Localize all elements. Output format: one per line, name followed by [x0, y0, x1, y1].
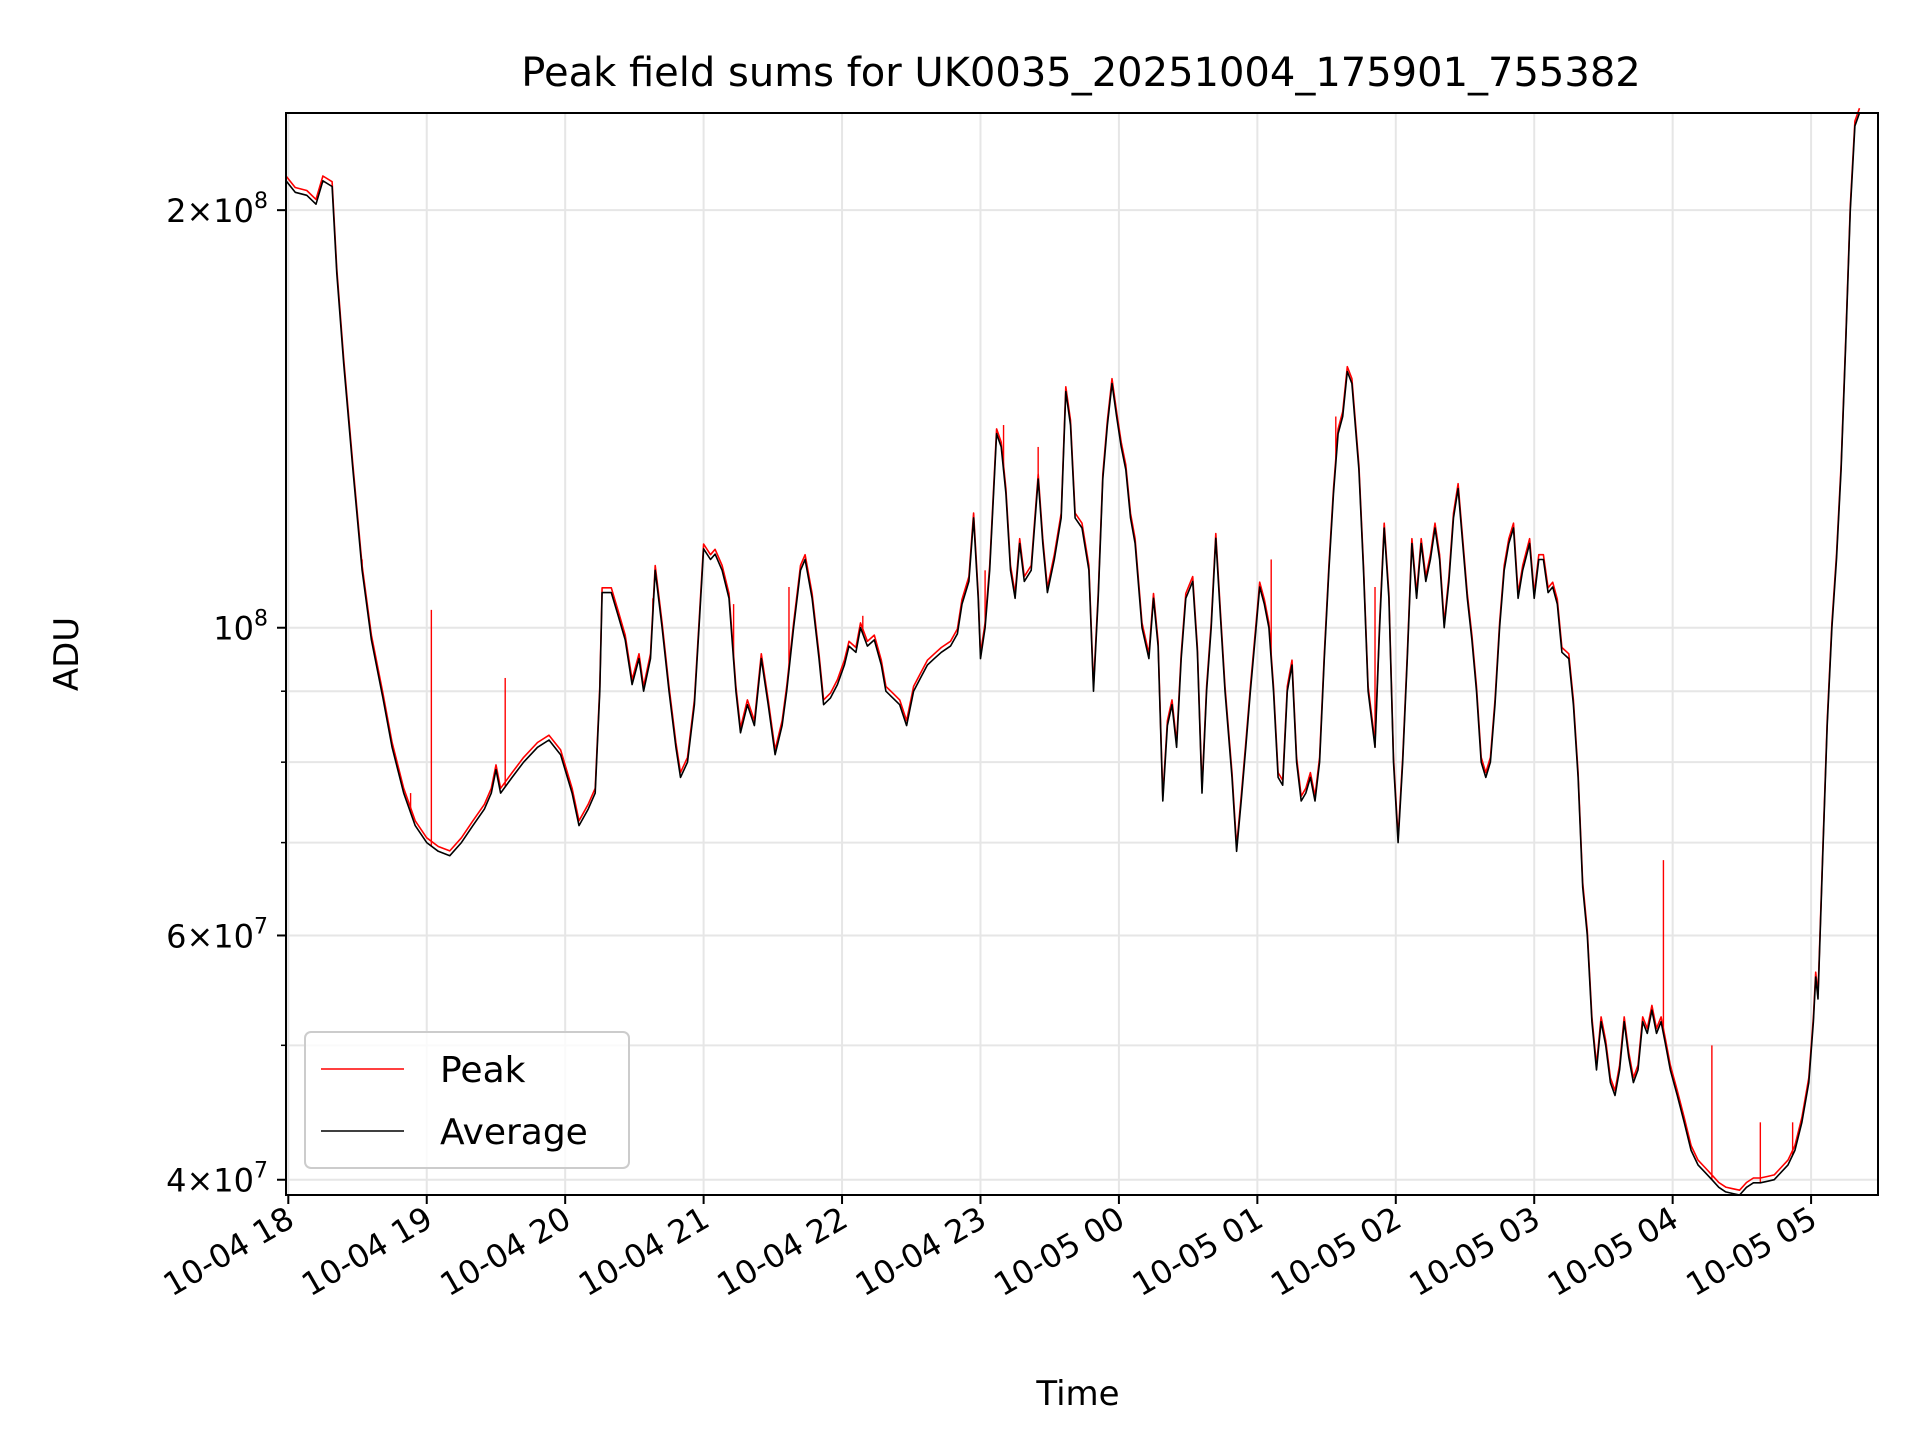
- y-tick-label: 6×107: [166, 914, 268, 955]
- legend-label-peak: Peak: [440, 1050, 526, 1091]
- legend: Peak Average: [304, 1031, 630, 1169]
- grid: [286, 113, 1878, 1195]
- chart-title: Peak field sums for UK0035_20251004_1759…: [521, 50, 1640, 96]
- legend-label-average: Average: [440, 1112, 588, 1153]
- y-axis-label: ADU: [47, 617, 87, 691]
- plot-frame: [285, 112, 1879, 1196]
- y-tick-label: 4×107: [166, 1159, 268, 1200]
- y-tick-label: 108: [213, 607, 268, 648]
- series-line-average: [285, 112, 1861, 1196]
- y-axis: 4×107 6×107 108 2×108: [166, 189, 286, 1200]
- x-axis-label: Time: [1035, 1374, 1119, 1414]
- legend-box: [304, 1031, 630, 1169]
- plot-series: [285, 107, 1861, 1196]
- y-tick-label: 2×108: [166, 189, 268, 230]
